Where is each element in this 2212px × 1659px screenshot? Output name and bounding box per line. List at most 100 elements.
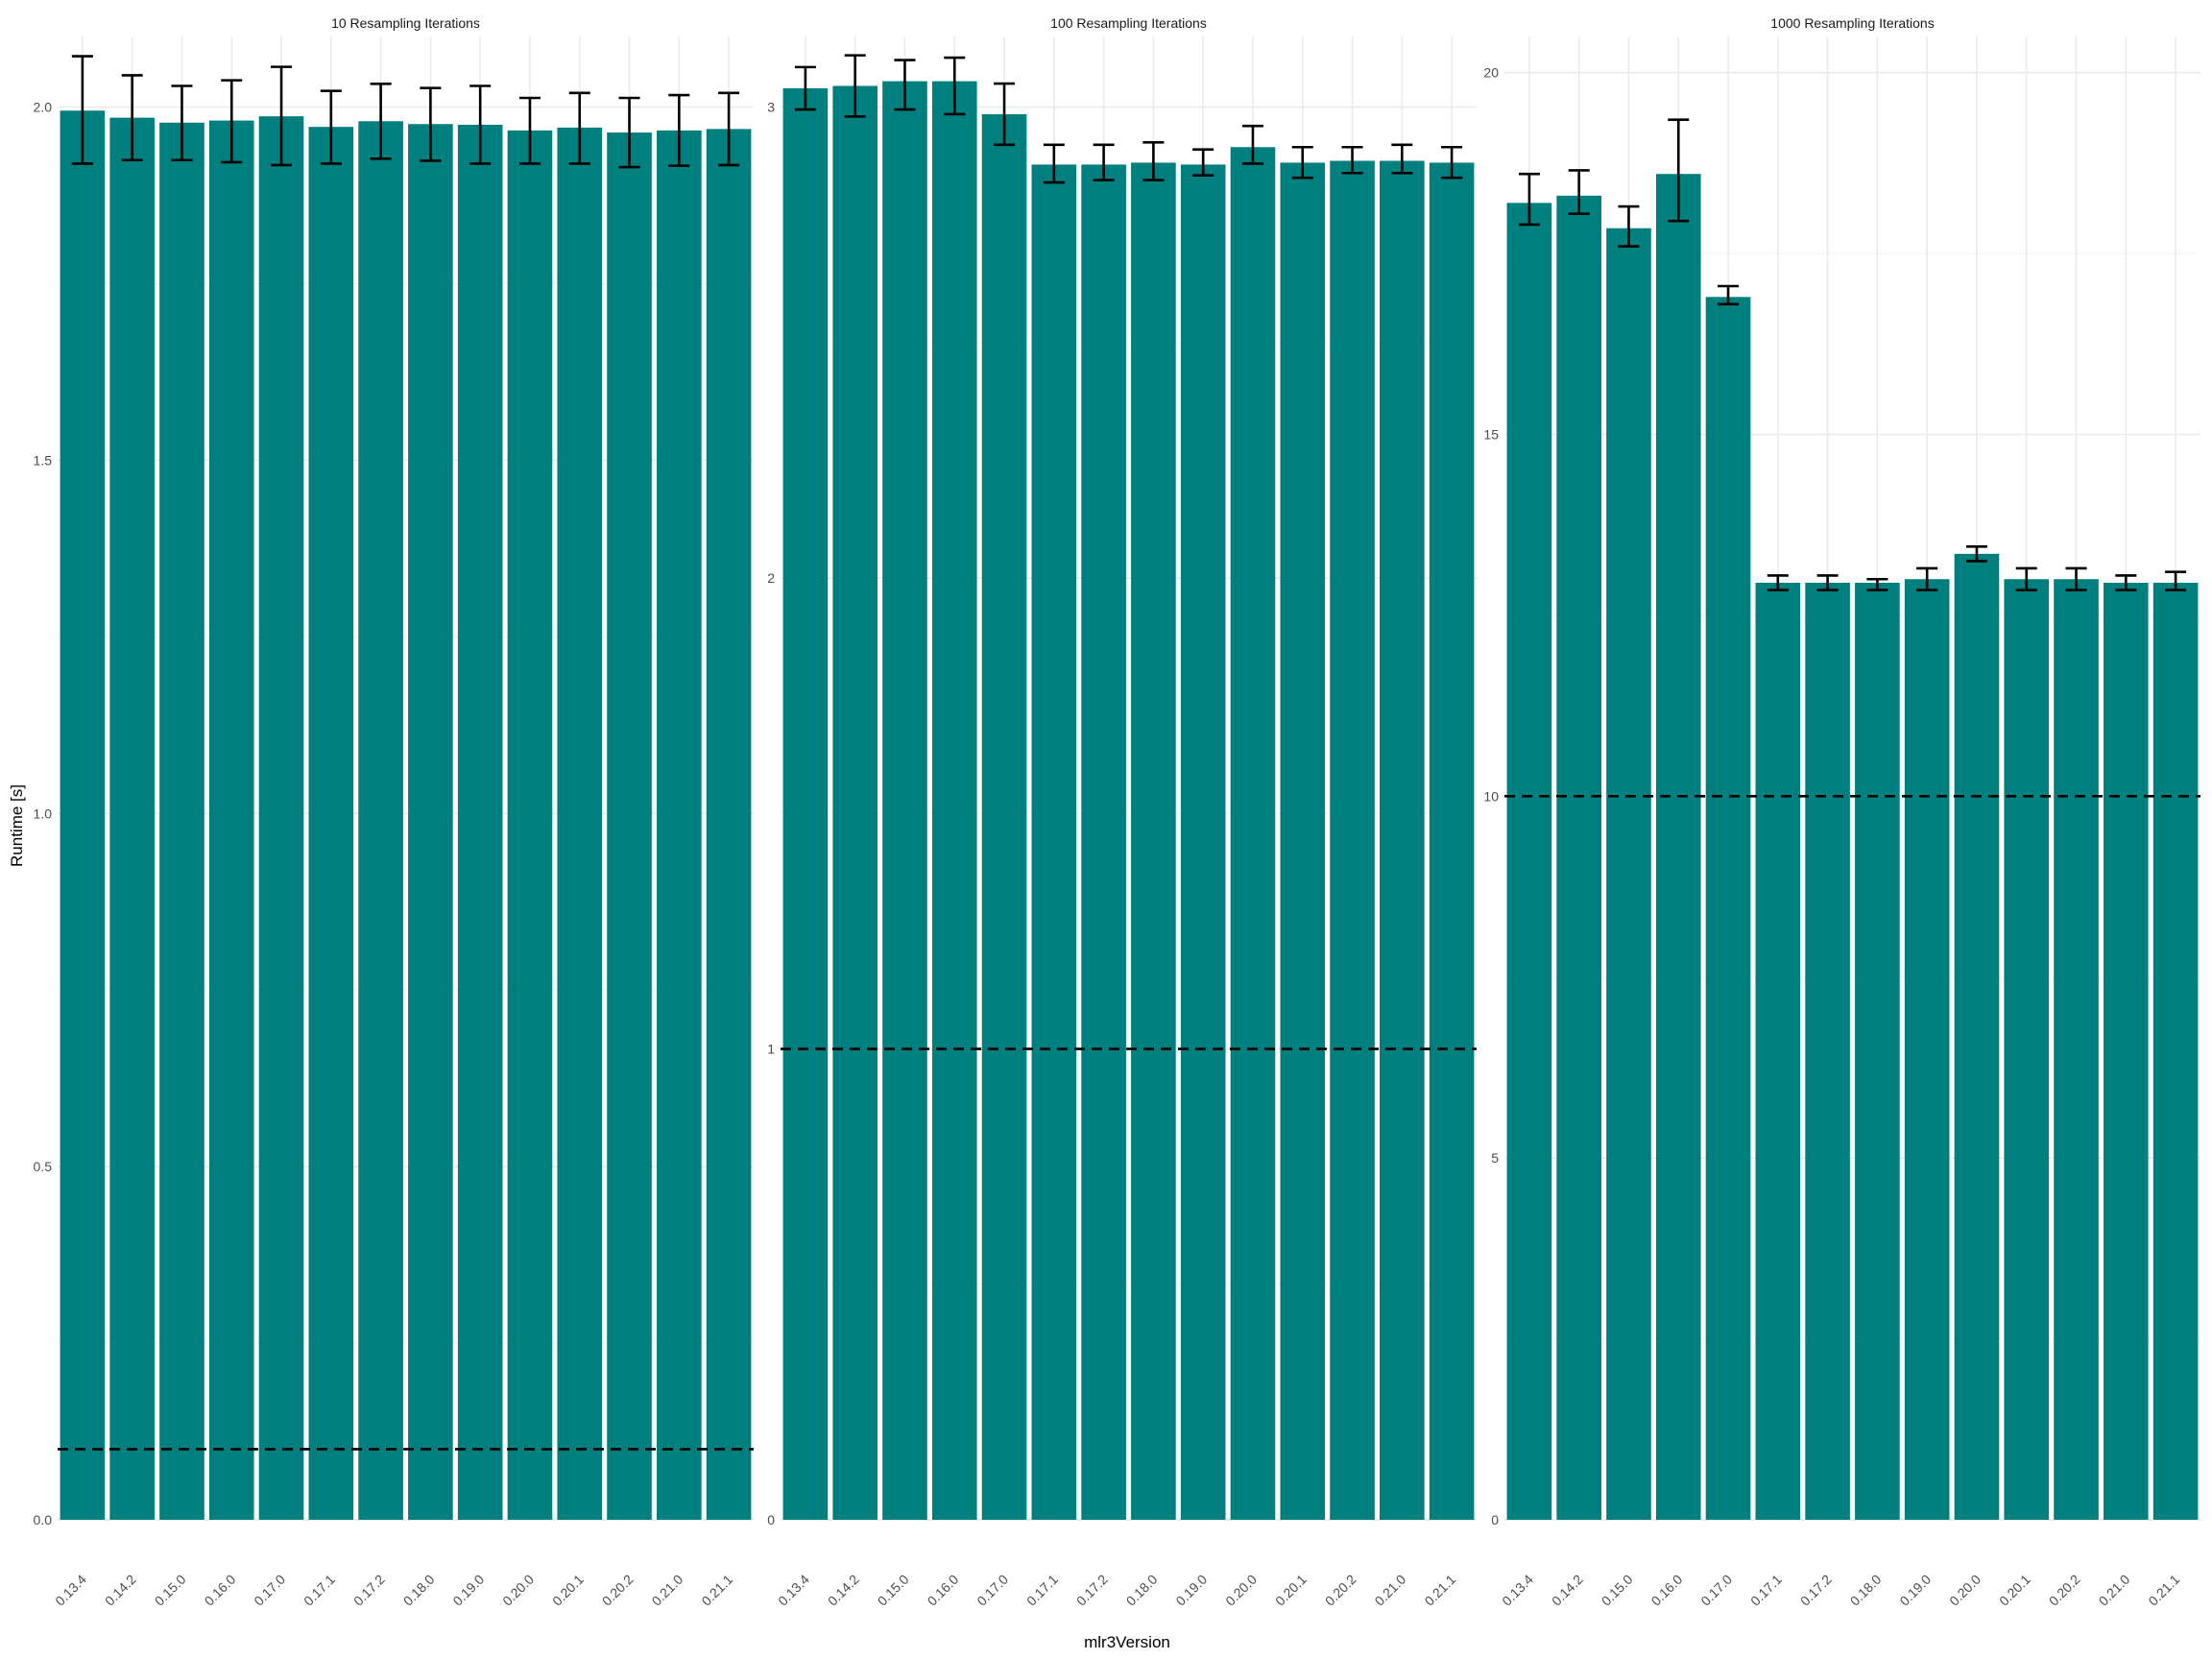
- y-tick-label: 2.0: [34, 100, 53, 115]
- error-bar: [1518, 172, 1540, 227]
- bar: [1705, 297, 1751, 1520]
- error-bar: [1142, 141, 1165, 181]
- error-bar: [718, 91, 740, 167]
- error-bar: [1668, 118, 1690, 223]
- facet-panel-3: 1000 Resampling Iterations 0 5 10 15 20 0.13.4…: [1483, 15, 2200, 1609]
- bar: [1380, 160, 1425, 1520]
- bar: [882, 81, 927, 1521]
- x-tick-label: 0.20.2: [599, 1572, 637, 1609]
- x-tick-label: 0.21.1: [698, 1572, 735, 1609]
- bar: [1081, 164, 1126, 1520]
- error-bar: [469, 84, 492, 165]
- bar: [457, 124, 503, 1521]
- error-bar: [1916, 566, 1938, 591]
- y-tick-label: 1.0: [34, 805, 53, 821]
- x-tick-label: 0.17.0: [1697, 1572, 1735, 1609]
- y-tick-label: 0: [1491, 1512, 1499, 1527]
- bar: [782, 87, 829, 1520]
- error-bar: [1965, 545, 1987, 563]
- y-axis-title: Runtime [s]: [8, 784, 26, 867]
- bar: [1131, 162, 1176, 1520]
- error-bar: [1043, 143, 1065, 184]
- error-bar: [320, 89, 342, 165]
- bar: [931, 81, 977, 1521]
- error-bar: [1767, 574, 1789, 591]
- y-tick-label: 5: [1491, 1150, 1499, 1166]
- error-bar: [1192, 148, 1214, 177]
- x-tick-label: 0.20.1: [1272, 1572, 1310, 1609]
- bar: [1655, 174, 1701, 1521]
- x-tick-label: 0.20.2: [2046, 1572, 2083, 1609]
- bar: [981, 113, 1027, 1520]
- bar: [2152, 583, 2199, 1520]
- error-bar: [1391, 143, 1413, 175]
- x-tick-label: 0.18.0: [400, 1572, 438, 1609]
- error-bar: [894, 59, 916, 111]
- x-tick-label: 0.15.0: [152, 1572, 189, 1609]
- error-bar: [171, 84, 193, 162]
- x-tick-label: 0.20.0: [1946, 1572, 1984, 1609]
- x-tick-label: 0.17.2: [350, 1572, 388, 1609]
- bar: [1755, 583, 1801, 1520]
- x-tick-label: 0.15.0: [1599, 1572, 1636, 1609]
- facet-title: 100 Resampling Iterations: [1050, 15, 1207, 31]
- facet-panels: 10 Resampling Iterations 0.0 0.5 1.0 1.5 2.0 0…: [34, 15, 2200, 1609]
- x-tick-label: 0.13.4: [775, 1572, 812, 1609]
- x-tick-label: 0.16.0: [1648, 1572, 1686, 1609]
- bar: [1556, 195, 1601, 1520]
- x-tick-label: 0.14.2: [102, 1572, 139, 1609]
- facet-panel-2: 100 Resampling Iterations 0 1 2 3 0.13.4 0.14.…: [767, 15, 1477, 1609]
- bar: [557, 127, 603, 1521]
- error-bar: [2065, 566, 2087, 591]
- error-bar: [668, 93, 690, 167]
- bar: [1855, 583, 1900, 1520]
- x-tick-label: 0.21.1: [1421, 1572, 1458, 1609]
- error-bar: [71, 55, 93, 165]
- error-bar: [370, 82, 392, 160]
- error-bar: [2115, 574, 2137, 591]
- x-tick-label: 0.13.4: [52, 1572, 89, 1609]
- error-bar: [1816, 574, 1839, 591]
- bar: [258, 116, 304, 1520]
- x-tick-label: 0.16.0: [202, 1572, 239, 1609]
- error-bar: [1618, 204, 1640, 248]
- bar: [1230, 147, 1276, 1520]
- x-axis-title: mlr3Version: [1084, 1633, 1170, 1651]
- bar: [1506, 203, 1552, 1521]
- error-bar: [1568, 169, 1590, 215]
- y-tick-label: 20: [1483, 65, 1499, 81]
- y-tick-label: 1: [767, 1042, 775, 1057]
- x-tick-label: 0.21.1: [2145, 1572, 2182, 1609]
- bar: [1606, 228, 1651, 1521]
- bar: [507, 130, 553, 1521]
- facet-title: 1000 Resampling Iterations: [1770, 15, 1934, 31]
- bar: [1330, 160, 1375, 1520]
- y-tick-label: 0: [767, 1512, 775, 1527]
- y-tick-label: 15: [1483, 427, 1499, 443]
- y-tick-label: 2: [767, 570, 775, 586]
- error-bar: [794, 65, 816, 111]
- x-tick-label: 0.17.0: [251, 1572, 288, 1609]
- error-bar: [121, 74, 143, 162]
- facet-title: 10 Resampling Iterations: [331, 15, 480, 31]
- error-bar: [1291, 145, 1313, 180]
- x-tick-label: 0.20.1: [1996, 1572, 2033, 1609]
- x-tick-label: 0.14.2: [825, 1572, 862, 1609]
- error-bar: [1866, 577, 1888, 591]
- x-tick-label: 0.20.1: [549, 1572, 587, 1609]
- y-tick-label: 0.0: [34, 1512, 53, 1527]
- y-tick-label: 1.5: [34, 452, 53, 468]
- error-bar: [2165, 570, 2187, 591]
- y-tick-label: 10: [1483, 788, 1499, 804]
- bar: [358, 121, 403, 1520]
- x-tick-label: 0.17.1: [1747, 1572, 1785, 1609]
- x-tick-label: 0.19.0: [1896, 1572, 1934, 1609]
- bar: [1180, 164, 1226, 1520]
- error-bar: [844, 54, 866, 118]
- x-tick-label: 0.20.0: [499, 1572, 537, 1609]
- x-tick-label: 0.17.2: [1797, 1572, 1835, 1609]
- bar: [832, 85, 878, 1520]
- x-tick-label: 0.19.0: [1172, 1572, 1210, 1609]
- error-bar: [994, 82, 1016, 147]
